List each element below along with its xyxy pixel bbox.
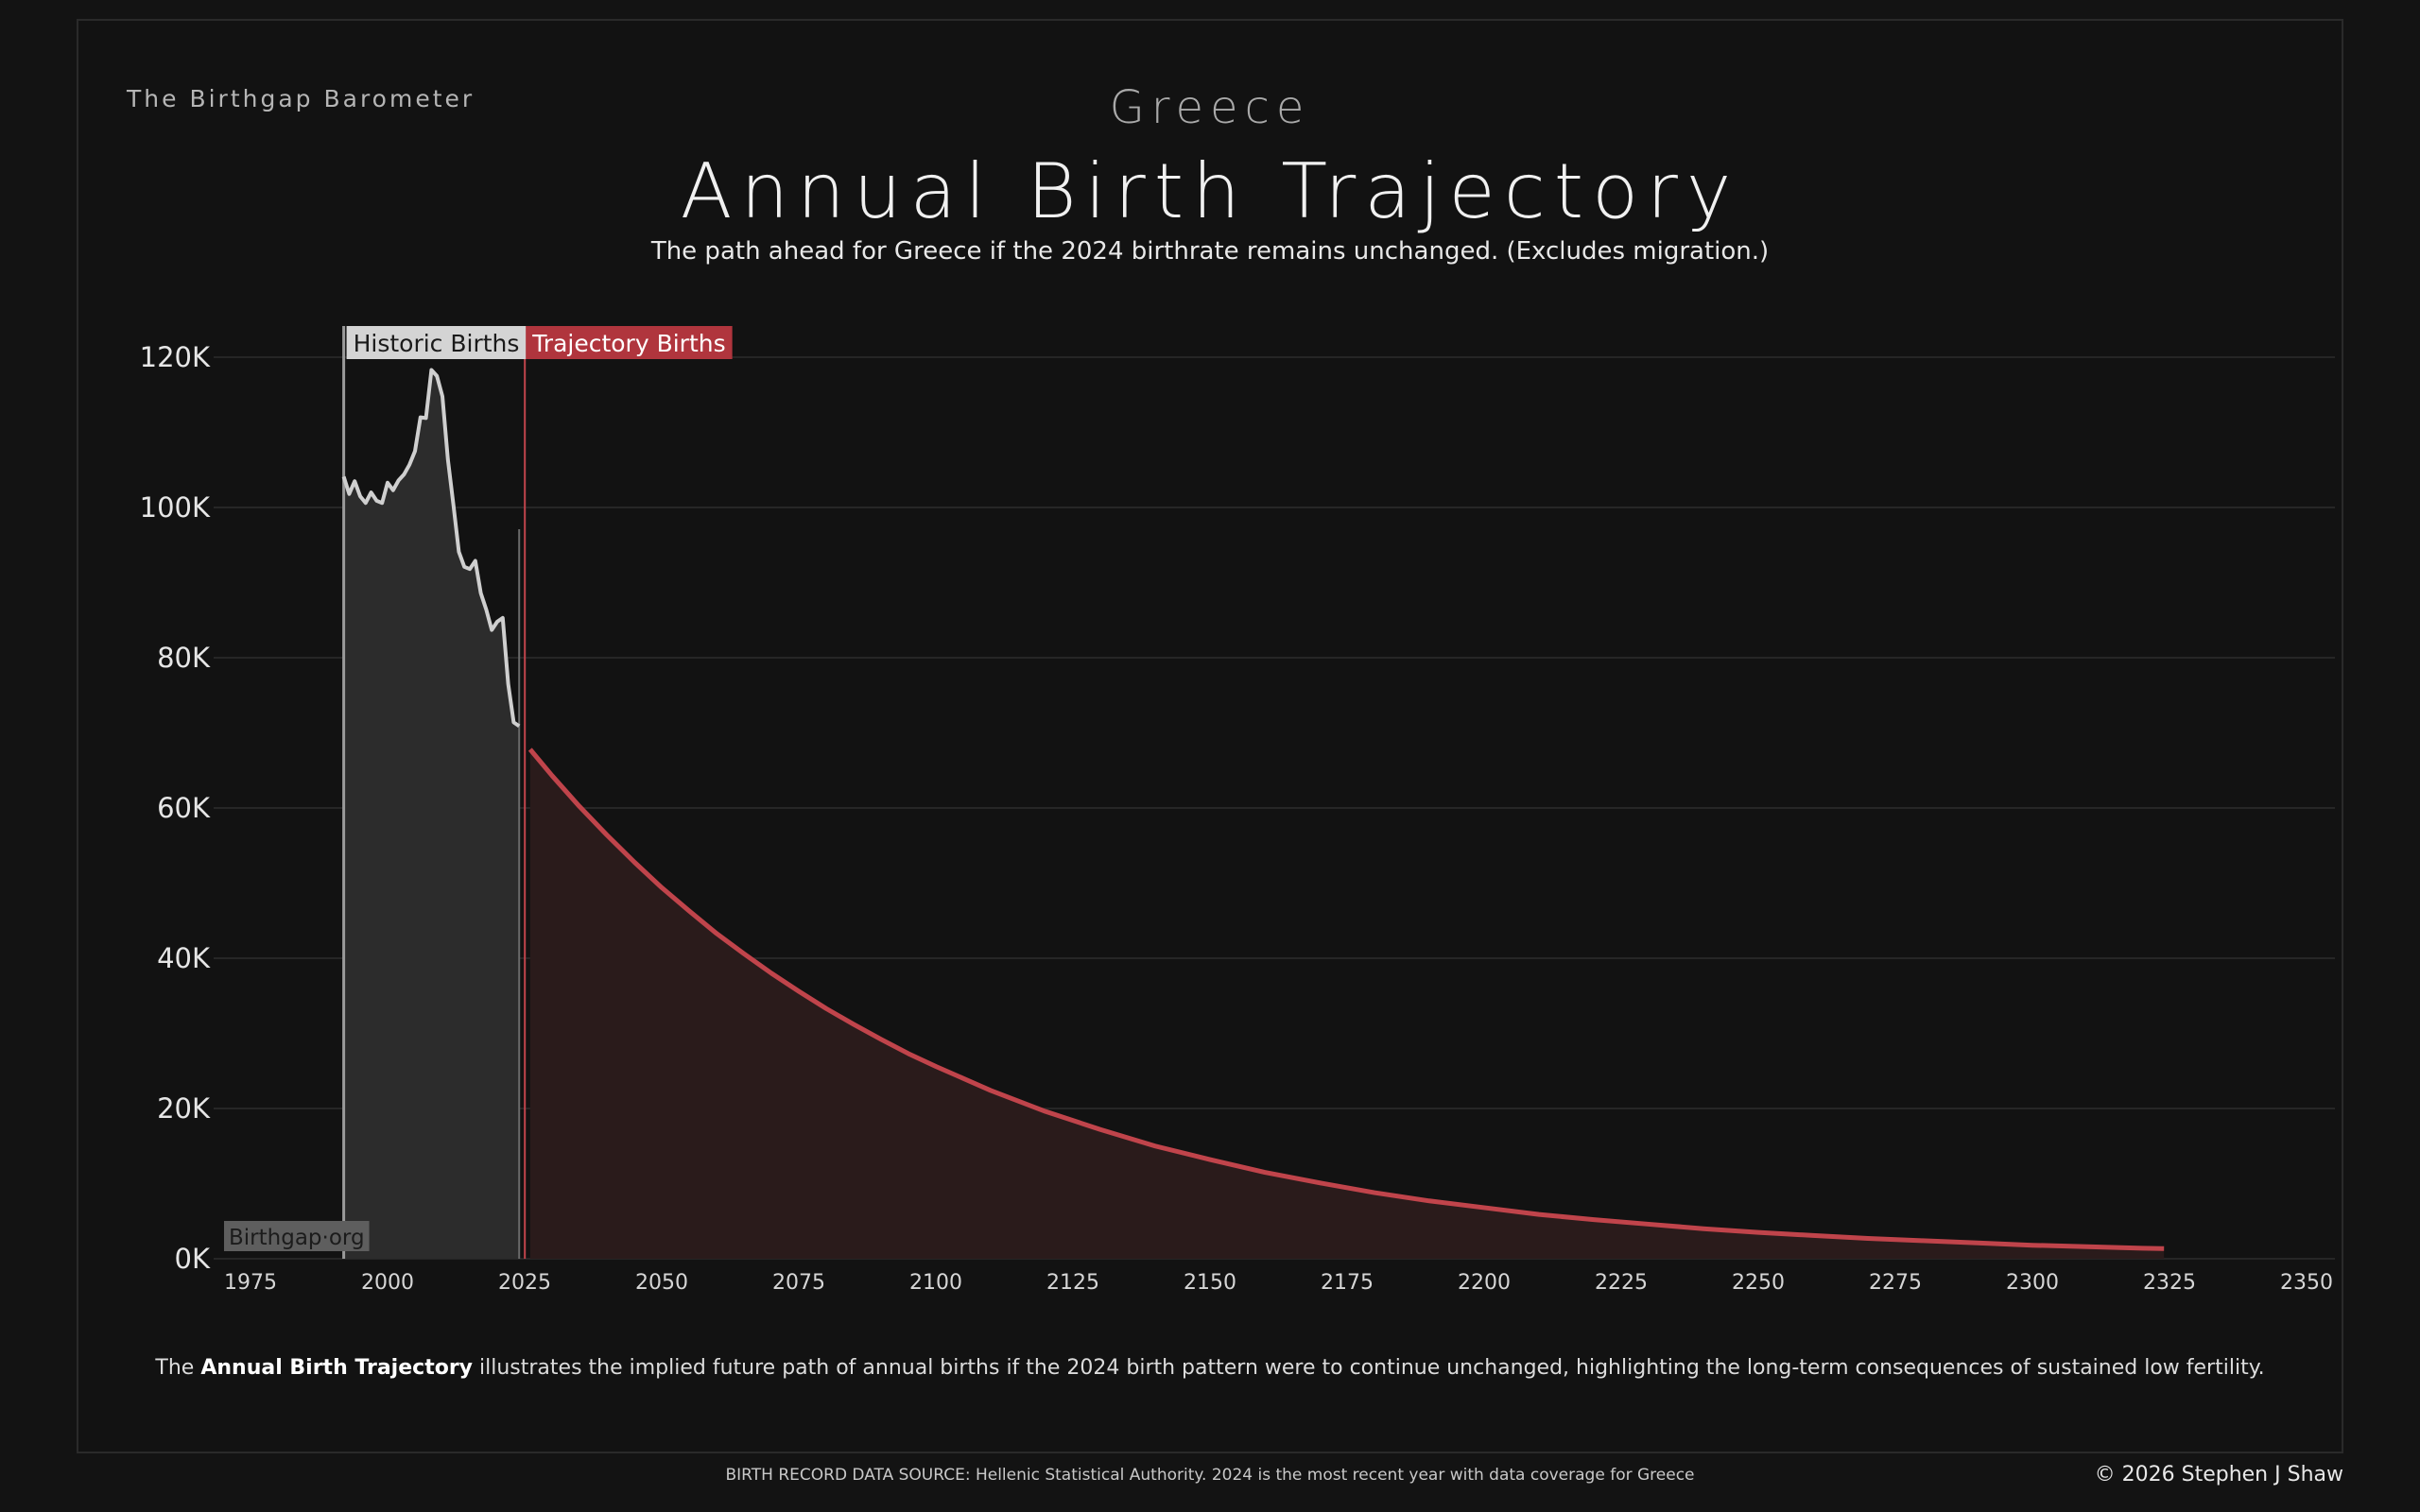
watermark-text: Birthgap·org [229,1226,365,1250]
x-tick-label: 2325 [2143,1271,2196,1295]
copyright-note: © 2026 Stephen J Shaw [2094,1463,2343,1486]
x-tick-label: 2200 [1458,1271,1511,1295]
x-tick-label: 2250 [1732,1271,1785,1295]
x-tick-label: 2125 [1046,1271,1099,1295]
brand-title: The Birthgap Barometer [127,85,475,112]
x-tick-label: 2025 [498,1271,551,1295]
y-tick-label: 100K [140,491,211,524]
x-tick-label: 2350 [2280,1271,2333,1295]
trajectory-births-tag-text: Trajectory Births [531,330,725,357]
x-tick-label: 2050 [635,1271,688,1295]
x-tick-label: 2275 [1869,1271,1922,1295]
trajectory-births-tag: Trajectory Births [526,326,733,359]
x-tick-label: 2175 [1321,1271,1374,1295]
caption-suffix: illustrates the implied future path of a… [473,1356,2265,1380]
x-tick-label: 2000 [361,1271,414,1295]
trajectory-births-line [527,747,2165,1251]
historic-births-tag-bg [346,326,527,359]
y-tick-label: 20K [157,1092,211,1125]
historic-area [343,369,520,1259]
trajectory-area [529,748,2165,1259]
x-tick-label: 2300 [2006,1271,2059,1295]
x-tick-label: 2225 [1595,1271,1648,1295]
x-tick-label: 1975 [224,1271,277,1295]
trajectory-births-tag-bg [526,326,733,359]
historic-births-line [341,368,521,728]
y-tick-label: 60K [157,792,211,824]
page-subtitle: The path ahead for Greece if the 2024 bi… [650,237,1770,266]
historic-births-tag-text: Historic Births [354,330,520,357]
country-name: Greece [1109,81,1311,134]
chart-caption: The Annual Birth Trajectory illustrates … [0,1356,2420,1380]
caption-prefix: The [155,1356,201,1380]
watermark-bg [224,1221,370,1251]
y-tick-label: 120K [140,341,211,373]
x-tick-label: 2150 [1184,1271,1236,1295]
historic-births-tag: Historic Births [346,326,527,359]
data-source-note: BIRTH RECORD DATA SOURCE: Hellenic Stati… [725,1466,1695,1485]
birthgap-watermark: Birthgap·org [224,1221,370,1251]
x-tick-label: 2075 [772,1271,825,1295]
caption-bold: Annual Birth Trajectory [200,1356,474,1380]
x-tick-label: 2100 [909,1271,962,1295]
y-tick-label: 0K [175,1243,211,1275]
page-title: Annual Birth Trajectory [680,147,1740,235]
y-tick-label: 40K [157,942,211,974]
y-tick-label: 80K [157,642,211,674]
